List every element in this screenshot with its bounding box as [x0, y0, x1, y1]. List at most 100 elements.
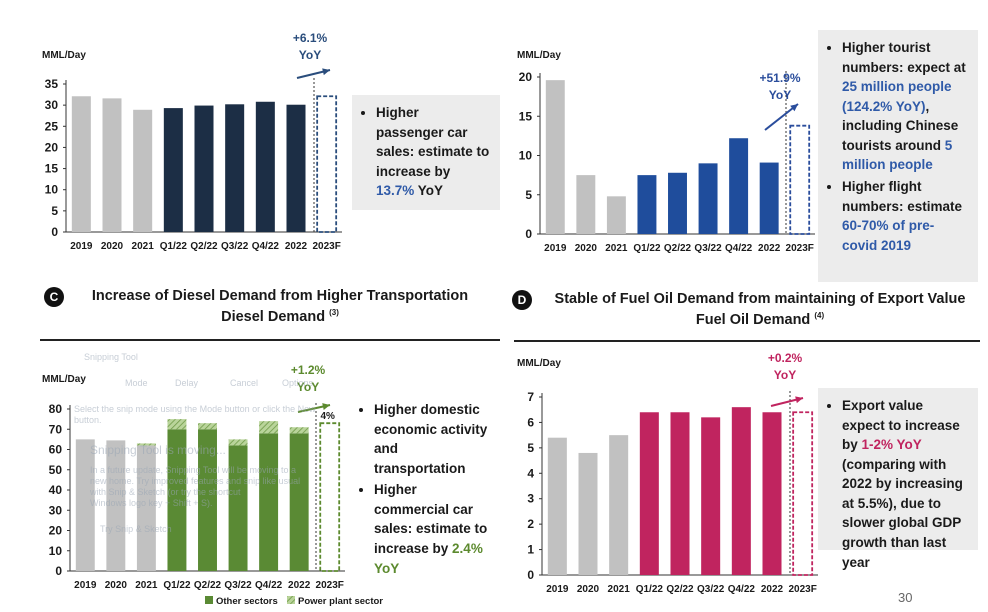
chart-3-bar	[639, 412, 659, 575]
chart-3-ytick: 0	[527, 568, 534, 582]
overlay-options: Options	[282, 378, 314, 388]
chart-3-bar	[578, 452, 598, 575]
note-a-suffix: YoY	[414, 183, 444, 199]
chart-2-ytick: 0	[55, 564, 62, 578]
note-d1-suffix: (comparing with 2022 by increasing at 5.…	[842, 456, 963, 570]
chart-2-trend-arrow-head	[322, 403, 330, 410]
legend-swatch-power	[287, 596, 295, 604]
section-d-title-line2-wrap: Fuel Oil Demand (4)	[540, 311, 980, 328]
chart-0-bar-forecast	[316, 95, 338, 233]
chart-1-yoy-value: +51.9%	[759, 71, 800, 85]
chart-2-ylabel: MML/Day	[42, 374, 86, 385]
section-c-title-line1: Increase of Diesel Demand from Higher Tr…	[91, 288, 469, 304]
chart-1-bar	[698, 163, 718, 234]
chart-3-yoy-value: +0.2%	[768, 351, 803, 365]
chart-1-bar	[668, 172, 687, 234]
chart-3-xtick: 2022	[761, 584, 784, 595]
chart-3-bar	[547, 437, 567, 575]
chart-1-bar	[759, 162, 779, 234]
note-c-bullet-1: Higher domestic economic activity and tr…	[374, 400, 490, 478]
legend-label-other: Other sectors	[216, 596, 278, 607]
chart-2-ytick: 20	[49, 524, 63, 538]
chart-2-bar-power	[289, 427, 309, 434]
chart-3-xtick: 2019	[546, 584, 569, 595]
chart-1-bar-forecast	[789, 124, 811, 235]
chart-1-yoy-label: YoY	[769, 88, 791, 102]
section-c-title-line2: Diesel Demand	[221, 308, 326, 325]
chart-2-xtick: 2020	[105, 580, 128, 591]
chart-3-ytick: 4	[527, 466, 534, 480]
section-d-divider	[514, 340, 980, 342]
section-d-footnote: (4)	[814, 311, 825, 320]
section-d-title-line1: Stable of Fuel Oil Demand from maintaini…	[554, 291, 966, 307]
snipping-overlay: Snipping Tool Mode Delay Cancel Options …	[70, 352, 340, 562]
chart-1-xtick: Q3/22	[694, 243, 722, 254]
chart-1-xtick: Q4/22	[725, 243, 753, 254]
note-a-text: Higher passenger car sales: estimate to …	[376, 105, 490, 179]
chart-1-ylabel: MML/Day	[517, 50, 561, 61]
chart-1-ytick: 20	[519, 70, 533, 84]
overlay-mode: Mode	[125, 378, 148, 388]
chart-0-xtick: Q3/22	[221, 241, 249, 252]
chart-1-xtick: Q1/22	[633, 243, 661, 254]
chart-2-bar-forecast	[319, 422, 341, 572]
chart-2-bar	[136, 445, 156, 571]
chart-3-trend-arrow-head	[795, 396, 803, 404]
chart-1-xtick: 2020	[575, 243, 598, 254]
chart-3-bar	[731, 407, 751, 575]
chart-0-bar	[286, 104, 306, 232]
chart-2-ytick: 70	[49, 422, 63, 436]
note-d1-text: Export value expect to increase by	[842, 398, 960, 453]
chart-3-xtick: 2023F	[788, 584, 816, 595]
overlay-title: Snipping Tool	[84, 352, 138, 362]
note-c2-highlight: 2.4% YoY	[374, 540, 483, 576]
chart-1-xtick: 2021	[605, 243, 628, 254]
chart-0-ytick: 25	[45, 119, 59, 133]
chart-0-trend-arrow-head	[322, 68, 330, 76]
chart-2-bar	[289, 433, 309, 571]
chart-2-bar-power	[136, 443, 156, 446]
chart-2-xtick: 2021	[135, 580, 158, 591]
section-d-title-line2: Fuel Oil Demand	[695, 311, 811, 328]
chart-3-bar	[762, 412, 782, 575]
chart-3-ytick: 5	[527, 441, 534, 455]
chart-1-bar	[606, 196, 626, 234]
chart-1-xtick: 2022	[758, 243, 781, 254]
note-c: Higher domestic economic activity and tr…	[350, 392, 500, 576]
chart-2-ytick: 80	[49, 402, 63, 416]
chart-3-xtick: 2021	[608, 584, 631, 595]
chart-3-ytick: 3	[527, 492, 534, 506]
chart-0-bar	[133, 109, 153, 232]
chart-0-xtick: Q4/22	[252, 241, 280, 252]
note-b1-mid: , including Chinese tourists around	[842, 98, 959, 153]
chart-0-bar	[71, 96, 91, 233]
chart-2-bar	[106, 440, 126, 571]
chart-3-xtick: Q3/22	[697, 584, 725, 595]
chart-2-xtick: Q4/22	[255, 580, 283, 591]
chart-3-ytick: 7	[527, 390, 534, 404]
chart-3-xtick: Q4/22	[728, 584, 756, 595]
chart-0-xtick: 2019	[70, 241, 93, 252]
chart-3-bar	[701, 417, 721, 575]
chart-2-bar	[198, 429, 217, 571]
overlay-cancel: Cancel	[230, 378, 259, 388]
chart-1-trend-arrow-head	[790, 104, 798, 112]
chart-0-bar	[194, 105, 214, 232]
chart-2-xtick: 2023F	[316, 580, 344, 591]
overlay-link[interactable]: Try Snip & Sketch	[100, 524, 172, 534]
chart-2-ytick: 60	[49, 443, 63, 457]
page-number: 30	[898, 590, 913, 605]
chart-1-bar	[576, 175, 596, 234]
note-b2-text: Higher flight numbers: estimate	[842, 178, 963, 214]
chart-1-xtick: 2019	[544, 243, 567, 254]
note-b: Higher tourist numbers: expect at 25 mil…	[818, 30, 978, 282]
chart-2-xtick: Q1/22	[163, 580, 191, 591]
note-b2-highlight: 60-70% of pre-covid 2019	[842, 218, 935, 253]
chart-1-xtick: 2023F	[786, 243, 814, 254]
chart-0-xtick: 2020	[101, 241, 124, 252]
chart-2-yoy-label: YoY	[297, 380, 319, 394]
chart-0-xtick: Q1/22	[160, 241, 188, 252]
chart-1-bar	[729, 138, 749, 234]
section-c-footnote: (3)	[329, 308, 339, 317]
